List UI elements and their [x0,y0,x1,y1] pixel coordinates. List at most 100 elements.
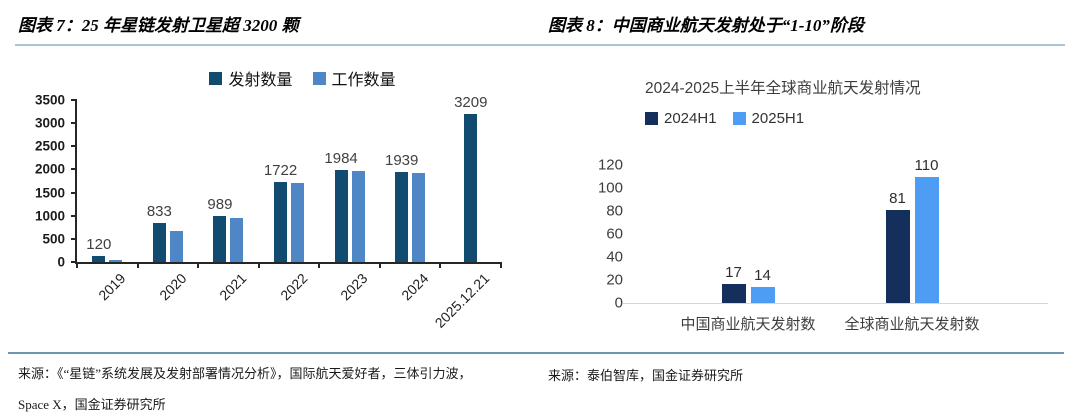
legend-item: 2025H1 [732,110,805,127]
bar-series-1 [351,170,365,262]
x-axis-category-label: 全球商业航天发射数 [844,316,980,333]
x-axis-category-label: 2023 [337,270,371,304]
y-axis-tick-label: 2000 [34,161,65,177]
legend-swatch-icon [312,71,326,85]
bar-series-0: 17 [721,264,746,303]
x-axis-category-label: 2019 [95,270,129,304]
y-axis-tick-label: 0 [614,294,623,312]
bar-value-label: 1984 [324,150,358,168]
y-axis-tick-mark [71,237,77,240]
y-axis-tick-mark [71,191,77,194]
y-axis-tick-label: 500 [42,231,65,247]
figure-8-panel: 图表 8：中国商业航天发射处于“1-10”阶段 2024-2025上半年全球商业… [540,0,1080,414]
y-axis-tick-label: 40 [606,248,623,266]
source-divider-line [8,352,1064,354]
y-axis-tick-label: 0 [57,254,65,270]
x-axis-category-label: 2021 [216,270,250,304]
y-axis-tick-label: 100 [597,179,623,197]
figure-8-source: 来源：泰伯智库，国金证券研究所 [548,368,744,383]
x-axis-category-label: 2022 [276,270,311,304]
y-axis-tick-label: 80 [606,202,623,220]
bar-value-label: 833 [146,203,172,221]
bar-group: 17 14 [708,264,788,303]
bar-series-1 [230,218,244,262]
bar-group: 833 [138,100,199,262]
y-axis-tick-label: 3000 [34,115,65,131]
bar-group: 1984 [319,100,380,262]
y-axis-tick-label: 20 [606,271,623,289]
legend-item: 发射数量 [209,66,293,90]
bar-value-label: 989 [207,196,233,214]
bar-series-0: 3209 [454,94,487,262]
y-axis-tick-mark [71,261,77,263]
x-axis-category-label: 中国商业航天发射数 [680,316,816,333]
legend-swatch-icon [732,112,746,125]
bar-series-0: 81 [885,190,910,303]
y-axis-tick-label: 1000 [34,208,65,224]
x-axis-tick-mark [378,262,381,268]
starlink-plot: 0 500 1000 1500 2000 2500 3000 3500 120 833 989 172… [35,93,502,331]
header-underline-rule [15,44,1065,46]
bar-group: 120 [77,100,138,262]
launch-chart-title: 2024-2025上半年全球商业航天发射情况 [645,80,921,97]
figure-7-title: 图表 7：25 年星链发射卫星超 3200 颗 [18,16,299,35]
bar-value-label: 110 [914,156,939,174]
bar-value-label: 81 [889,189,906,207]
y-axis-tick-mark [71,168,77,171]
legend-swatch-icon [645,112,658,125]
y-axis-tick-label: 2500 [34,138,65,154]
legend-label: 发射数量 [228,72,293,89]
bar-series-1: 14 [750,267,775,303]
y-axis-tick-label: 60 [606,225,623,243]
bar-series-0: 1939 [385,152,418,262]
y-axis-tick-mark [71,99,77,101]
x-axis-category-label: 2020 [155,270,190,304]
figure-7-source-line2: Space X，国金证券研究所 [18,397,166,412]
y-axis-tick-mark [71,145,77,148]
bar-series-1: 110 [914,157,939,303]
y-axis-tick-mark [71,214,77,217]
launch-plot: 0 20 40 60 80 100 120 17 14 中国商业航天发射数 81 110 全球商业航天发… [598,157,1050,333]
legend-item: 2024H1 [645,110,717,127]
bar-groups: 120 833 989 1722 1984 1939 3209 [77,94,501,262]
x-axis-tick-mark [136,262,139,268]
figure-7-panel: 图表 7：25 年星链发射卫星超 3200 颗 发射数量 工作数量 0 500 100… [0,0,540,414]
bar-value-label: 3209 [454,93,488,111]
figure-8-title: 图表 8：中国商业航天发射处于“1-10”阶段 [548,16,864,35]
x-axis-tick-mark [500,262,502,268]
legend-swatch-icon [209,71,223,85]
bar-series-1 [291,183,305,262]
bar-group: 3209 [440,94,501,262]
bar-value-label: 1722 [263,162,298,180]
x-axis-tick-mark [257,262,260,268]
bar-series-1 [109,259,123,262]
x-axis-line [623,303,1048,304]
bar-series-1 [412,172,426,262]
bar-series-1 [169,230,183,262]
bar-value-label: 1939 [384,152,419,170]
legend-item: 工作数量 [312,66,396,90]
x-axis-category-label: 2025.12.21 [431,270,493,331]
bar-series-0: 1722 [264,162,297,262]
bar-group: 1939 [380,100,441,262]
y-axis-tick-label: 3500 [34,92,65,108]
x-axis-tick-mark [197,262,200,268]
bar-group: 1722 [259,100,320,262]
bar-series-0: 1984 [324,150,358,262]
bar-group: 81 110 [872,157,952,303]
starlink-legend: 发射数量 工作数量 [90,66,515,90]
x-axis-tick-mark [439,262,442,268]
bar-series-0: 833 [147,203,172,262]
bar-series-0: 120 [86,236,111,262]
y-axis-tick-mark [71,122,77,125]
bar-series-0: 989 [207,196,232,262]
x-axis-tick-mark [76,262,78,268]
bar-value-label: 14 [754,266,771,284]
figure-7-source: 来源：《“星链”系统发展及发射部署情况分析》，国际航天爱好者，三体引力波， Sp… [18,358,472,420]
legend-label: 工作数量 [331,72,396,89]
bar-value-label: 17 [725,263,742,281]
legend-label: 2024H1 [664,110,717,127]
y-axis-tick-label: 120 [597,156,623,174]
legend-label: 2025H1 [751,110,805,127]
bar-group: 989 [198,100,259,262]
